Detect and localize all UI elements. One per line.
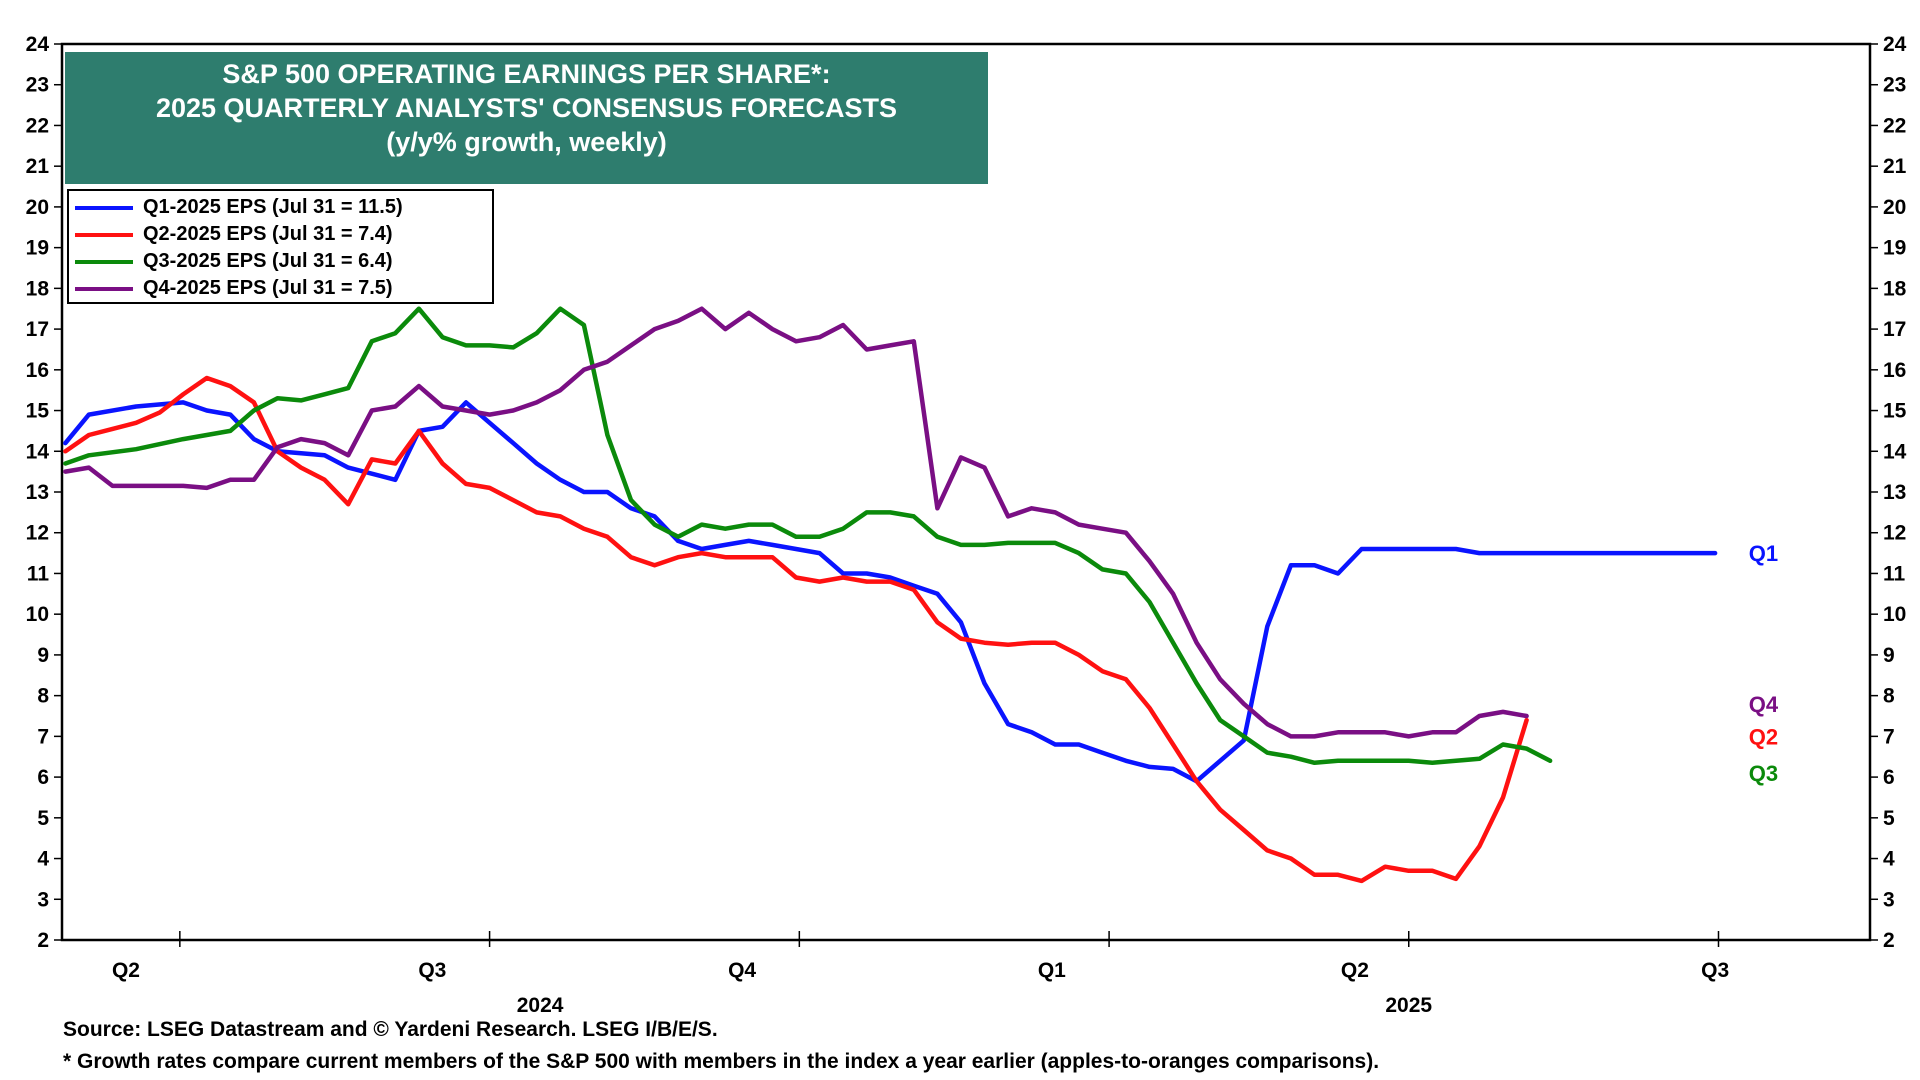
y-tick-label-right: 13 bbox=[1883, 481, 1906, 504]
y-tick-label-left: 18 bbox=[26, 277, 50, 300]
y-tick-label-left: 15 bbox=[26, 400, 50, 423]
legend-label-q4: Q4-2025 EPS (Jul 31 = 7.5) bbox=[143, 277, 393, 299]
y-tick-label-right: 11 bbox=[1883, 562, 1906, 585]
x-tick-label: Q1 bbox=[1038, 959, 1066, 982]
y-tick-label-right: 9 bbox=[1883, 644, 1895, 667]
legend-label-q3: Q3-2025 EPS (Jul 31 = 6.4) bbox=[143, 250, 393, 272]
legend-swatch-q2 bbox=[75, 232, 133, 237]
y-tick-label-right: 4 bbox=[1883, 848, 1895, 871]
y-tick-label-left: 4 bbox=[37, 848, 49, 871]
x-tick-label: Q4 bbox=[728, 959, 756, 982]
legend-swatch-q3 bbox=[75, 259, 133, 264]
y-tick-label-right: 23 bbox=[1883, 74, 1906, 97]
series-line-q3 bbox=[63, 306, 1553, 766]
series-line-q4 bbox=[63, 306, 1529, 739]
chart-title-line1: S&P 500 OPERATING EARNINGS PER SHARE*: bbox=[222, 59, 831, 89]
y-tick-label-right: 15 bbox=[1883, 400, 1907, 423]
y-tick-label-left: 9 bbox=[37, 644, 49, 667]
chart-title-box: S&P 500 OPERATING EARNINGS PER SHARE*: 2… bbox=[65, 52, 988, 184]
y-tick-label-right: 8 bbox=[1883, 685, 1895, 708]
y-tick-label-left: 24 bbox=[26, 33, 50, 56]
y-tick-label-right: 19 bbox=[1883, 237, 1906, 260]
y-tick-label-left: 2 bbox=[37, 929, 49, 952]
series-line-q2 bbox=[63, 375, 1529, 884]
legend-item-q4: Q4-2025 EPS (Jul 31 = 7.5) bbox=[75, 275, 492, 302]
y-tick-label-left: 13 bbox=[26, 481, 49, 504]
x-tick-label: Q2 bbox=[1341, 959, 1369, 982]
y-tick-label-right: 10 bbox=[1883, 603, 1906, 626]
y-tick-label-left: 8 bbox=[37, 685, 49, 708]
y-tick-label-left: 21 bbox=[26, 155, 50, 178]
y-tick-label-right: 6 bbox=[1883, 766, 1895, 789]
legend-label-q2: Q2-2025 EPS (Jul 31 = 7.4) bbox=[143, 223, 393, 245]
y-tick-label-left: 10 bbox=[26, 603, 49, 626]
y-tick-label-right: 18 bbox=[1883, 277, 1907, 300]
y-tick-label-right: 22 bbox=[1883, 114, 1906, 137]
y-tick-label-right: 12 bbox=[1883, 522, 1906, 545]
y-tick-label-right: 3 bbox=[1883, 888, 1895, 911]
y-tick-label-right: 24 bbox=[1883, 33, 1907, 56]
series-end-label-q4: Q4 bbox=[1749, 692, 1779, 717]
y-tick-label-right: 20 bbox=[1883, 196, 1906, 219]
y-tick-label-right: 5 bbox=[1883, 807, 1895, 830]
chart-title-line3: (y/y% growth, weekly) bbox=[386, 127, 667, 157]
y-tick-label-right: 14 bbox=[1883, 440, 1907, 463]
y-tick-label-left: 17 bbox=[26, 318, 49, 341]
footnote: * Growth rates compare current members o… bbox=[63, 1050, 1380, 1073]
y-tick-label-right: 21 bbox=[1883, 155, 1907, 178]
y-tick-label-left: 14 bbox=[26, 440, 50, 463]
series-end-label-q1: Q1 bbox=[1749, 541, 1778, 566]
legend-item-q2: Q2-2025 EPS (Jul 31 = 7.4) bbox=[75, 221, 492, 248]
y-tick-label-left: 7 bbox=[37, 725, 49, 748]
x-tick-label: Q2 bbox=[112, 959, 140, 982]
y-tick-label-left: 6 bbox=[37, 766, 49, 789]
y-tick-label-left: 5 bbox=[37, 807, 49, 830]
legend-swatch-q1 bbox=[75, 205, 133, 210]
y-tick-label-left: 22 bbox=[26, 114, 49, 137]
x-tick-label: Q3 bbox=[418, 959, 446, 982]
y-tick-label-right: 17 bbox=[1883, 318, 1906, 341]
legend-label-q1: Q1-2025 EPS (Jul 31 = 11.5) bbox=[143, 196, 403, 218]
y-tick-label-right: 16 bbox=[1883, 359, 1906, 382]
y-tick-label-left: 20 bbox=[26, 196, 49, 219]
legend-item-q3: Q3-2025 EPS (Jul 31 = 6.4) bbox=[75, 248, 492, 275]
x-year-label: 2025 bbox=[1385, 994, 1432, 1017]
y-tick-label-left: 16 bbox=[26, 359, 49, 382]
chart-title-line2: 2025 QUARTERLY ANALYSTS' CONSENSUS FOREC… bbox=[155, 93, 898, 123]
y-tick-label-left: 12 bbox=[26, 522, 49, 545]
legend-swatch-q4 bbox=[75, 286, 133, 291]
series-end-label-q2: Q2 bbox=[1749, 724, 1778, 749]
source-note: Source: LSEG Datastream and © Yardeni Re… bbox=[63, 1018, 718, 1041]
series-end-label-q3: Q3 bbox=[1749, 761, 1778, 786]
y-tick-label-left: 23 bbox=[26, 74, 49, 97]
y-tick-label-left: 3 bbox=[37, 888, 49, 911]
legend: Q1-2025 EPS (Jul 31 = 11.5) Q2-2025 EPS … bbox=[67, 189, 494, 304]
y-tick-label-right: 7 bbox=[1883, 725, 1895, 748]
x-tick-label: Q3 bbox=[1701, 959, 1729, 982]
y-tick-label-left: 11 bbox=[27, 562, 50, 585]
y-tick-label-right: 2 bbox=[1883, 929, 1895, 952]
x-year-label: 2024 bbox=[517, 994, 564, 1017]
legend-item-q1: Q1-2025 EPS (Jul 31 = 11.5) bbox=[75, 194, 492, 221]
y-tick-label-left: 19 bbox=[26, 237, 49, 260]
